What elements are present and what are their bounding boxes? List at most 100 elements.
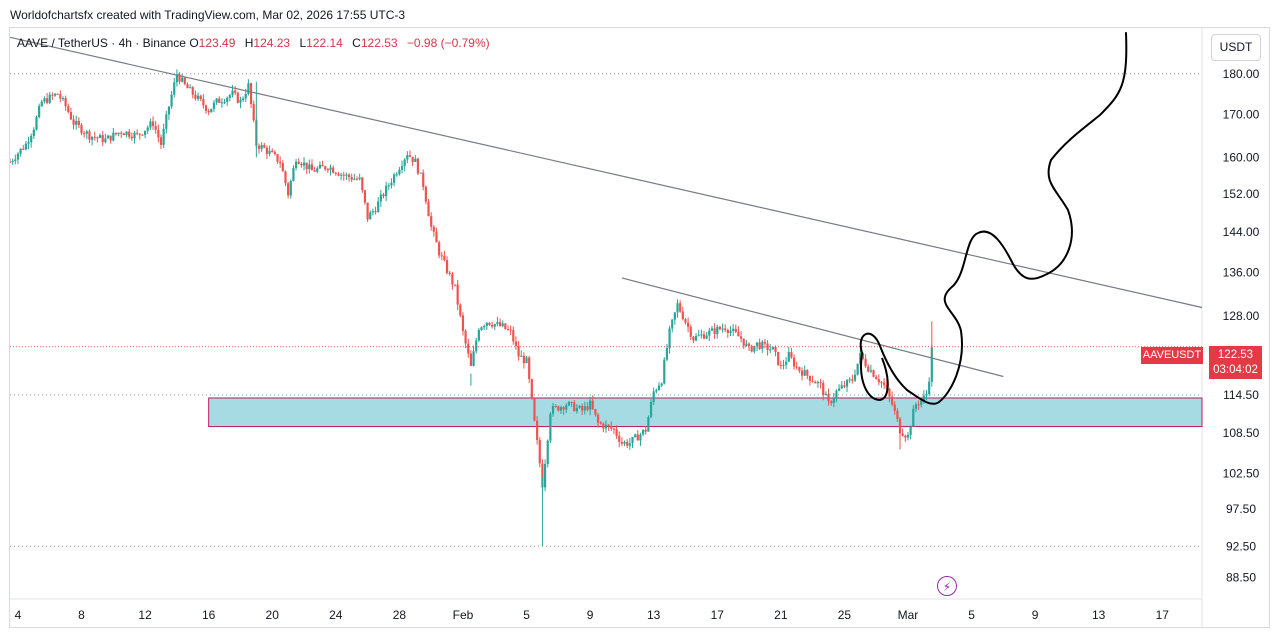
candle-body — [451, 273, 454, 285]
candle-body — [890, 396, 894, 405]
candle-body — [218, 98, 221, 103]
candle-body — [827, 393, 830, 402]
candle-body — [443, 255, 446, 261]
candle-body — [628, 443, 631, 446]
candle-body — [869, 370, 872, 372]
price-chart[interactable]: 180.00 170.00 160.00 152.00 144.00 136.00 128.… — [10, 28, 1269, 627]
candle-body — [928, 381, 931, 395]
candle-body — [345, 174, 348, 176]
candle-body — [22, 148, 25, 150]
candle-body — [342, 174, 345, 176]
y-tick-label: 92.50 — [1226, 539, 1256, 553]
candle-body — [268, 150, 271, 154]
y-tick-label: 88.50 — [1226, 571, 1256, 585]
candle-body — [61, 98, 65, 100]
y-tick-label: 102.50 — [1223, 466, 1260, 480]
candle-body — [43, 98, 46, 102]
candle-body — [771, 346, 774, 350]
candle-body — [883, 382, 886, 385]
candle-body — [520, 355, 523, 357]
candle-body — [822, 382, 825, 396]
candle-body — [220, 102, 224, 104]
candle-body — [845, 380, 849, 387]
candle-body — [856, 363, 859, 375]
currency-button[interactable]: USDT — [1211, 34, 1261, 61]
candle-body — [657, 385, 661, 390]
candle-body — [72, 119, 75, 125]
candle-body — [742, 338, 745, 346]
candle-body — [543, 463, 547, 488]
candle-body — [287, 183, 290, 196]
candle-body — [379, 194, 382, 202]
candle-body — [125, 131, 128, 136]
candle-body — [787, 352, 790, 362]
candle-body — [893, 404, 896, 411]
close-label: C — [352, 36, 361, 50]
candle-body — [922, 395, 925, 401]
candle-body — [459, 304, 462, 316]
y-tick-label: 108.50 — [1223, 426, 1260, 440]
candle-body — [811, 380, 814, 382]
candle-body — [263, 145, 266, 148]
candle-body — [501, 323, 504, 326]
candle-body — [729, 330, 732, 333]
candle-body — [387, 185, 390, 187]
candle-body — [925, 394, 928, 396]
symbol-name[interactable]: AAVE / TetherUS · 4h · Binance — [17, 36, 186, 50]
candle-body — [687, 322, 690, 327]
y-tick-label: 128.00 — [1223, 309, 1260, 323]
candle-body — [326, 169, 329, 171]
y-tick-label: 152.00 — [1223, 187, 1260, 201]
bar-countdown: 03:04:02 — [1213, 364, 1258, 376]
candle-body — [819, 382, 822, 384]
candle-body — [114, 132, 118, 135]
y-tick-label: 170.00 — [1223, 107, 1260, 121]
chart-area[interactable]: 180.00 170.00 160.00 152.00 144.00 136.00 128.… — [9, 27, 1270, 628]
lightning-bolt-icon[interactable]: ⚡ — [937, 576, 957, 596]
candle-body — [53, 93, 57, 96]
candle-body — [98, 135, 102, 138]
candle-body — [549, 413, 552, 441]
candle-body — [589, 400, 592, 410]
candle-body — [96, 137, 99, 139]
x-tick-label: 9 — [1032, 608, 1039, 622]
candle-body — [456, 284, 459, 305]
watermark-text: Worldofchartsfx created with TradingView… — [10, 8, 406, 22]
candle-body — [504, 323, 507, 329]
candle-body — [67, 106, 70, 113]
close-value: 122.53 — [360, 36, 398, 50]
candle-body — [385, 185, 388, 197]
candle-body — [679, 303, 682, 312]
candle-body — [641, 429, 645, 435]
candle-body — [816, 382, 820, 384]
candle-body — [422, 172, 425, 187]
candle-body — [353, 178, 356, 180]
candle-body — [533, 398, 536, 421]
candle-body — [260, 145, 263, 149]
candle-body — [782, 364, 785, 366]
candle-body — [536, 420, 539, 441]
candle-body — [453, 284, 457, 286]
candle-body — [30, 135, 33, 143]
candle-body — [758, 342, 761, 349]
candle-body — [753, 345, 756, 352]
trendline — [621, 277, 1004, 378]
x-tick-label: 5 — [523, 608, 530, 622]
candle-body — [109, 135, 112, 141]
candle-body — [488, 322, 491, 326]
candle-body — [183, 77, 186, 85]
change-value: −0.98 (−0.79%) — [406, 36, 490, 50]
x-tick-label: 17 — [711, 608, 725, 622]
candle-body — [467, 343, 470, 354]
candle-body — [247, 83, 250, 95]
candle-body — [785, 361, 788, 365]
plot-background — [10, 28, 1202, 627]
candle-body — [888, 388, 891, 397]
candle-body — [19, 148, 22, 154]
candle-body — [374, 211, 377, 213]
candle-body — [371, 211, 374, 213]
open-value: 123.49 — [198, 36, 236, 50]
candle-body — [316, 168, 319, 172]
candle-body — [294, 161, 298, 168]
candle-body — [438, 242, 441, 256]
